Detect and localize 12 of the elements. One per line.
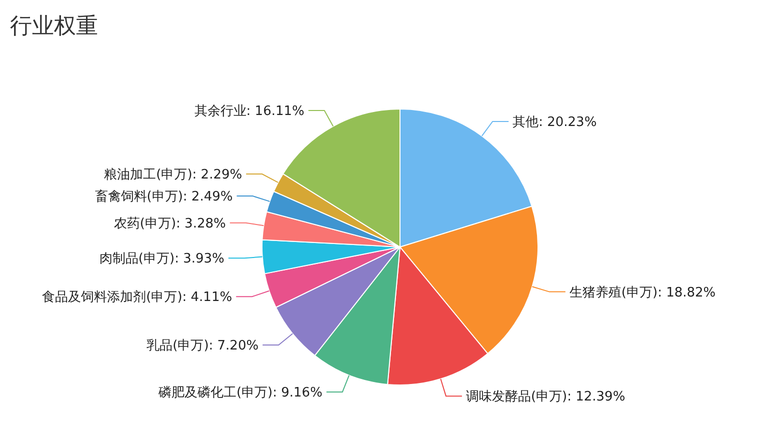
slice-label: 生猪养殖(申万): 18.82% <box>569 284 716 300</box>
slice-label: 粮油加工(申万): 2.29% <box>104 168 242 183</box>
slice-label: 调味发酵品(申万): 12.39% <box>466 390 626 405</box>
slice-label: 其他: 20.23% <box>512 114 597 130</box>
slice-label: 食品及饲料添加剂(申万): 4.11% <box>42 289 232 306</box>
slice-label: 乳品(申万): 7.20% <box>146 338 259 354</box>
slice-label: 其余行业: 16.11% <box>194 104 304 120</box>
slice-label: 肉制品(申万): 3.93% <box>99 252 224 267</box>
slice-label: 畜禽饲料(申万): 2.49% <box>94 188 233 205</box>
slice-label: 磷肥及磷化工(申万): 9.16% <box>157 385 322 400</box>
chart-title: 行业权重 <box>10 14 98 39</box>
slice-label: 农药(申万): 3.28% <box>114 216 226 232</box>
